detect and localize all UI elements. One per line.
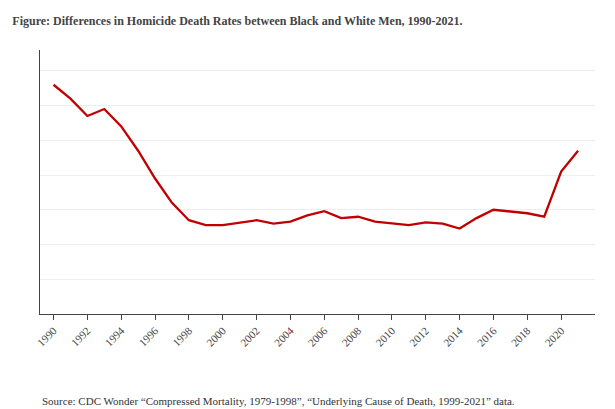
svg-text:2004: 2004: [272, 324, 296, 348]
svg-text:1994: 1994: [102, 324, 126, 348]
svg-text:2002: 2002: [238, 325, 262, 349]
svg-text:2012: 2012: [407, 325, 431, 349]
svg-text:1992: 1992: [69, 325, 93, 349]
svg-text:1998: 1998: [170, 324, 194, 348]
svg-text:2010: 2010: [373, 324, 397, 348]
svg-text:1990: 1990: [35, 324, 59, 348]
svg-text:2008: 2008: [339, 324, 363, 348]
svg-text:2016: 2016: [475, 324, 499, 348]
svg-text:Figure: Differences in Homicid: Figure: Differences in Homicide Death Ra…: [12, 14, 462, 28]
svg-text:2014: 2014: [441, 324, 465, 348]
svg-text:2020: 2020: [542, 324, 566, 348]
svg-text:2018: 2018: [509, 324, 533, 348]
svg-text:2000: 2000: [204, 324, 228, 348]
svg-text:1996: 1996: [136, 324, 160, 348]
svg-text:2006: 2006: [306, 324, 330, 348]
svg-text:Source: CDC Wonder “Compressed: Source: CDC Wonder “Compressed Mortality…: [42, 395, 515, 407]
